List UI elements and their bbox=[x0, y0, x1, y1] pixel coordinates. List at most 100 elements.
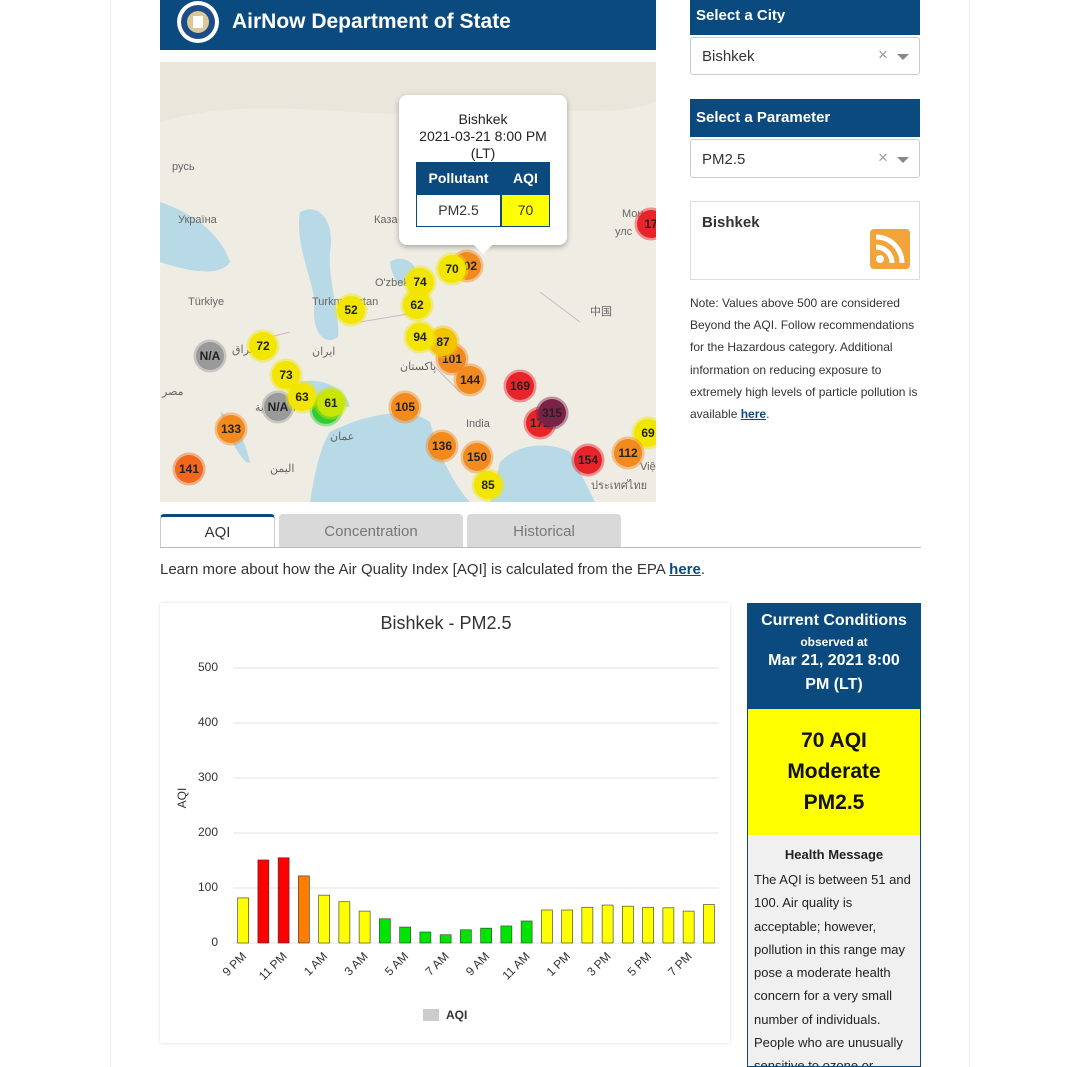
map-marker[interactable] bbox=[214, 412, 248, 446]
map-marker[interactable] bbox=[172, 452, 206, 486]
aqi-value: 70 AQI bbox=[801, 729, 867, 752]
map-marker-label: 136 bbox=[432, 439, 452, 453]
map-marker[interactable] bbox=[400, 288, 434, 322]
conditions-aqi: 70 AQI Moderate PM2.5 bbox=[748, 709, 920, 835]
map-marker-label: 144 bbox=[460, 373, 480, 387]
clear-button[interactable]: × bbox=[878, 148, 888, 167]
tab[interactable]: AQI bbox=[160, 514, 275, 547]
map-place-label: русь bbox=[172, 161, 195, 173]
map-marker[interactable] bbox=[503, 369, 537, 403]
map-marker[interactable] bbox=[631, 416, 656, 450]
container bbox=[110, 0, 970, 1067]
bar bbox=[338, 901, 351, 944]
bar bbox=[703, 904, 715, 944]
map-marker[interactable] bbox=[334, 293, 368, 327]
feed-title: Bishkek bbox=[702, 214, 760, 231]
learn-more: Learn more about how the Air Quality Ind… bbox=[160, 561, 705, 578]
bar bbox=[642, 906, 654, 944]
map-marker-label: 141 bbox=[179, 462, 199, 476]
map-marker[interactable] bbox=[403, 320, 437, 354]
bar bbox=[399, 926, 411, 944]
map-marker[interactable] bbox=[471, 468, 505, 502]
header: AirNow Department of State bbox=[160, 0, 656, 50]
rss-icon[interactable] bbox=[870, 229, 910, 269]
bar bbox=[379, 918, 391, 944]
map-marker[interactable] bbox=[611, 436, 645, 470]
map-place-label: улс bbox=[615, 226, 633, 238]
map-marker[interactable] bbox=[535, 396, 569, 430]
map-marker-label: 17 bbox=[644, 217, 656, 231]
bar bbox=[237, 897, 249, 944]
tab[interactable]: Historical bbox=[467, 514, 621, 547]
select-title: Select a Parameter bbox=[690, 99, 920, 137]
map[interactable]: русьУкраїнаКазаO'zbekistonTürkiyeTurkmen… bbox=[160, 62, 656, 502]
map-marker-label: 105 bbox=[395, 400, 415, 414]
map-marker[interactable] bbox=[285, 380, 319, 414]
map-marker-label: 61 bbox=[324, 396, 338, 410]
dropdown-arrow[interactable] bbox=[897, 156, 909, 164]
map-marker-label: 63 bbox=[295, 390, 309, 404]
map-marker[interactable] bbox=[460, 440, 494, 474]
clear-button[interactable]: × bbox=[878, 45, 888, 64]
city-select[interactable]: Bishkek × bbox=[690, 37, 920, 75]
parameter-select[interactable]: PM2.5 × bbox=[690, 139, 920, 178]
chart: Bishkek - PM2.5 AQI 0100200300400500AQI9… bbox=[160, 603, 730, 1043]
conditions-header: Current Conditions observed at Mar 21, 2… bbox=[748, 604, 920, 709]
map-place-label: Мон bbox=[622, 208, 643, 220]
map-marker[interactable] bbox=[425, 429, 459, 463]
map-marker-label: 72 bbox=[256, 339, 270, 353]
y-tick-label: 0 bbox=[211, 935, 218, 949]
map-place-label: Каза bbox=[374, 214, 398, 226]
y-tick-label: 100 bbox=[198, 880, 218, 894]
note-end: . bbox=[766, 407, 770, 422]
popup-time: 2021-03-21 8:00 PM (LT) bbox=[419, 128, 547, 161]
tab-rule bbox=[160, 547, 921, 548]
health-title: Health Message bbox=[784, 847, 884, 862]
map-place-label: ایران bbox=[312, 346, 335, 358]
map-marker-label: 150 bbox=[467, 450, 487, 464]
note: Note: Values above 500 are considered Be… bbox=[690, 292, 922, 425]
map-marker[interactable] bbox=[571, 443, 605, 477]
map-marker[interactable] bbox=[453, 363, 487, 397]
map-marker-label: 169 bbox=[510, 379, 530, 393]
bar bbox=[581, 906, 594, 944]
chart-title: Bishkek - PM2.5 bbox=[380, 613, 511, 633]
popup-tip bbox=[473, 244, 493, 254]
y-tick-label: 200 bbox=[198, 825, 218, 839]
learn-more-link[interactable]: here bbox=[669, 561, 701, 578]
bar bbox=[520, 920, 533, 944]
aqi-category: Moderate bbox=[787, 760, 881, 783]
map-marker[interactable] bbox=[634, 207, 656, 241]
tab[interactable]: Concentration bbox=[279, 514, 463, 547]
map-popup: Bishkek 2021-03-21 8:00 PM (LT) Pollutan… bbox=[399, 95, 567, 254]
bar bbox=[500, 925, 513, 944]
map-marker-label: 70 bbox=[445, 262, 459, 276]
conditions-time: Mar 21, 2021 8:00 PM (LT) bbox=[768, 652, 900, 693]
map-marker[interactable] bbox=[269, 358, 303, 392]
bar bbox=[277, 857, 290, 944]
map-marker[interactable] bbox=[388, 390, 422, 424]
popup-cell: 70 bbox=[501, 194, 550, 227]
bar bbox=[601, 904, 614, 944]
note-text: Note: Values above 500 are considered Be… bbox=[690, 296, 918, 422]
header-title: AirNow Department of State bbox=[232, 10, 511, 33]
map-marker[interactable] bbox=[246, 329, 280, 363]
y-tick-label: 300 bbox=[198, 770, 218, 784]
map-place-label: ประเทศไทย bbox=[591, 479, 647, 492]
note-link[interactable]: here bbox=[740, 407, 767, 422]
bar bbox=[439, 934, 452, 944]
map-marker[interactable] bbox=[261, 390, 295, 424]
map-marker[interactable] bbox=[314, 386, 348, 420]
bar bbox=[541, 909, 553, 944]
map-marker-label: 94 bbox=[413, 330, 427, 344]
map-place-label: India bbox=[466, 418, 491, 430]
map-marker[interactable] bbox=[193, 339, 227, 373]
map-place-label: پاکستان bbox=[400, 361, 436, 373]
map-marker[interactable] bbox=[435, 252, 469, 286]
map-marker-label: N/A bbox=[268, 400, 289, 414]
map-place-label: 中国 bbox=[590, 305, 612, 318]
learn-more-text: Learn more about how the Air Quality Ind… bbox=[160, 561, 670, 578]
bar bbox=[257, 859, 270, 944]
dropdown-arrow[interactable] bbox=[897, 53, 909, 61]
